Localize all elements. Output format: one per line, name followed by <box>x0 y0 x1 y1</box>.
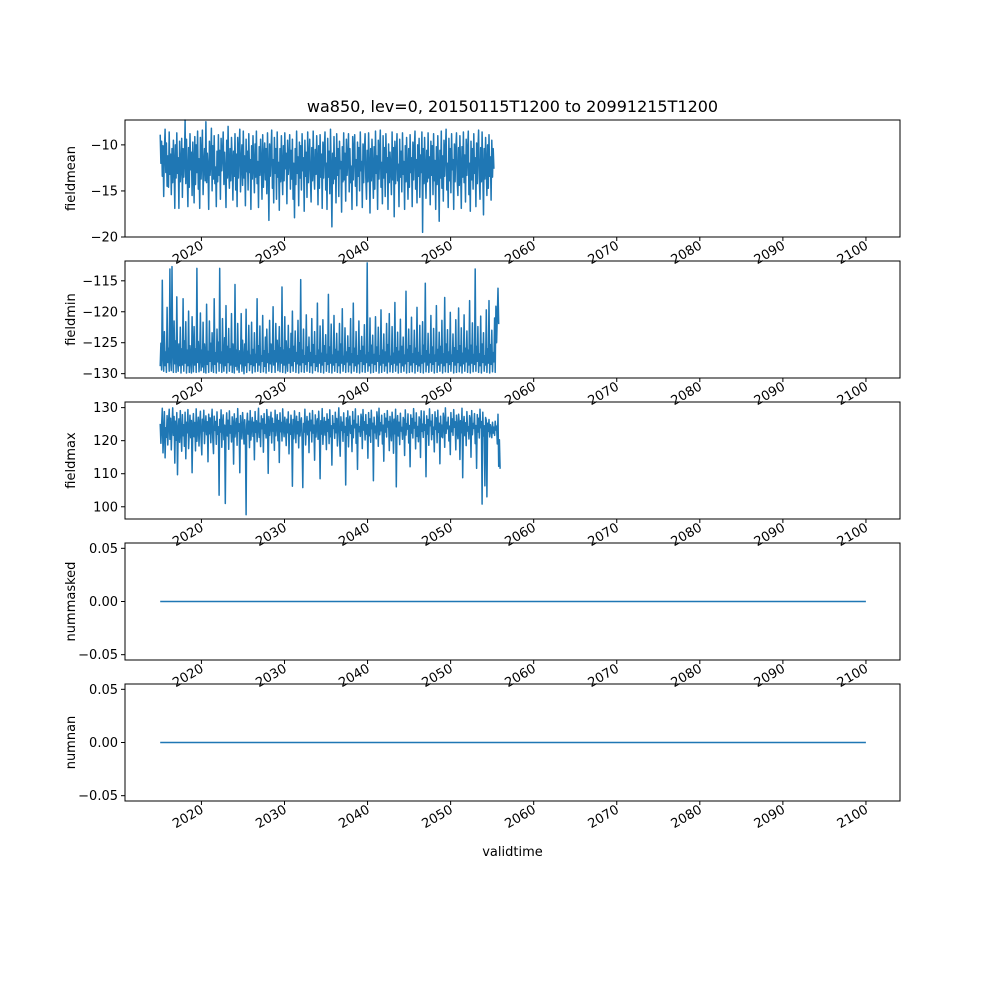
y-axis-label: nummasked <box>64 562 79 642</box>
y-tick-label: 0.00 <box>89 736 118 751</box>
y-tick-label: −0.05 <box>78 789 118 804</box>
series-line-fieldmin <box>159 262 500 375</box>
y-tick-label: −125 <box>82 336 118 351</box>
series-line-fieldmean <box>159 119 495 234</box>
y-axis-label: numnan <box>64 716 79 770</box>
axes-frame <box>124 260 901 379</box>
y-tick-label: −0.05 <box>78 648 118 663</box>
y-tick-label: 110 <box>93 467 118 482</box>
y-tick-label: −130 <box>82 367 118 382</box>
y-tick-label: −20 <box>91 231 118 246</box>
y-tick-label: 100 <box>93 500 118 515</box>
figure-title: wa850, lev=0, 20150115T1200 to 20991215T… <box>307 97 718 116</box>
x-axis-label: validtime <box>482 845 543 860</box>
y-tick-label: −115 <box>82 274 118 289</box>
y-tick-label: 120 <box>93 434 118 449</box>
y-axis-label: fieldmax <box>64 432 79 489</box>
y-tick-label: 0.05 <box>89 683 118 698</box>
series-line-fieldmax <box>159 407 501 516</box>
y-tick-label: 0.05 <box>89 542 118 557</box>
y-tick-label: −10 <box>91 138 118 153</box>
y-tick-label: 0.00 <box>89 595 118 610</box>
y-tick-label: 130 <box>93 401 118 416</box>
axes-frame <box>124 401 901 520</box>
y-tick-label: −15 <box>91 184 118 199</box>
axes-frame <box>124 119 901 238</box>
y-axis-label: fieldmin <box>64 293 79 346</box>
y-axis-label: fieldmean <box>64 146 79 211</box>
y-tick-label: −120 <box>82 305 118 320</box>
